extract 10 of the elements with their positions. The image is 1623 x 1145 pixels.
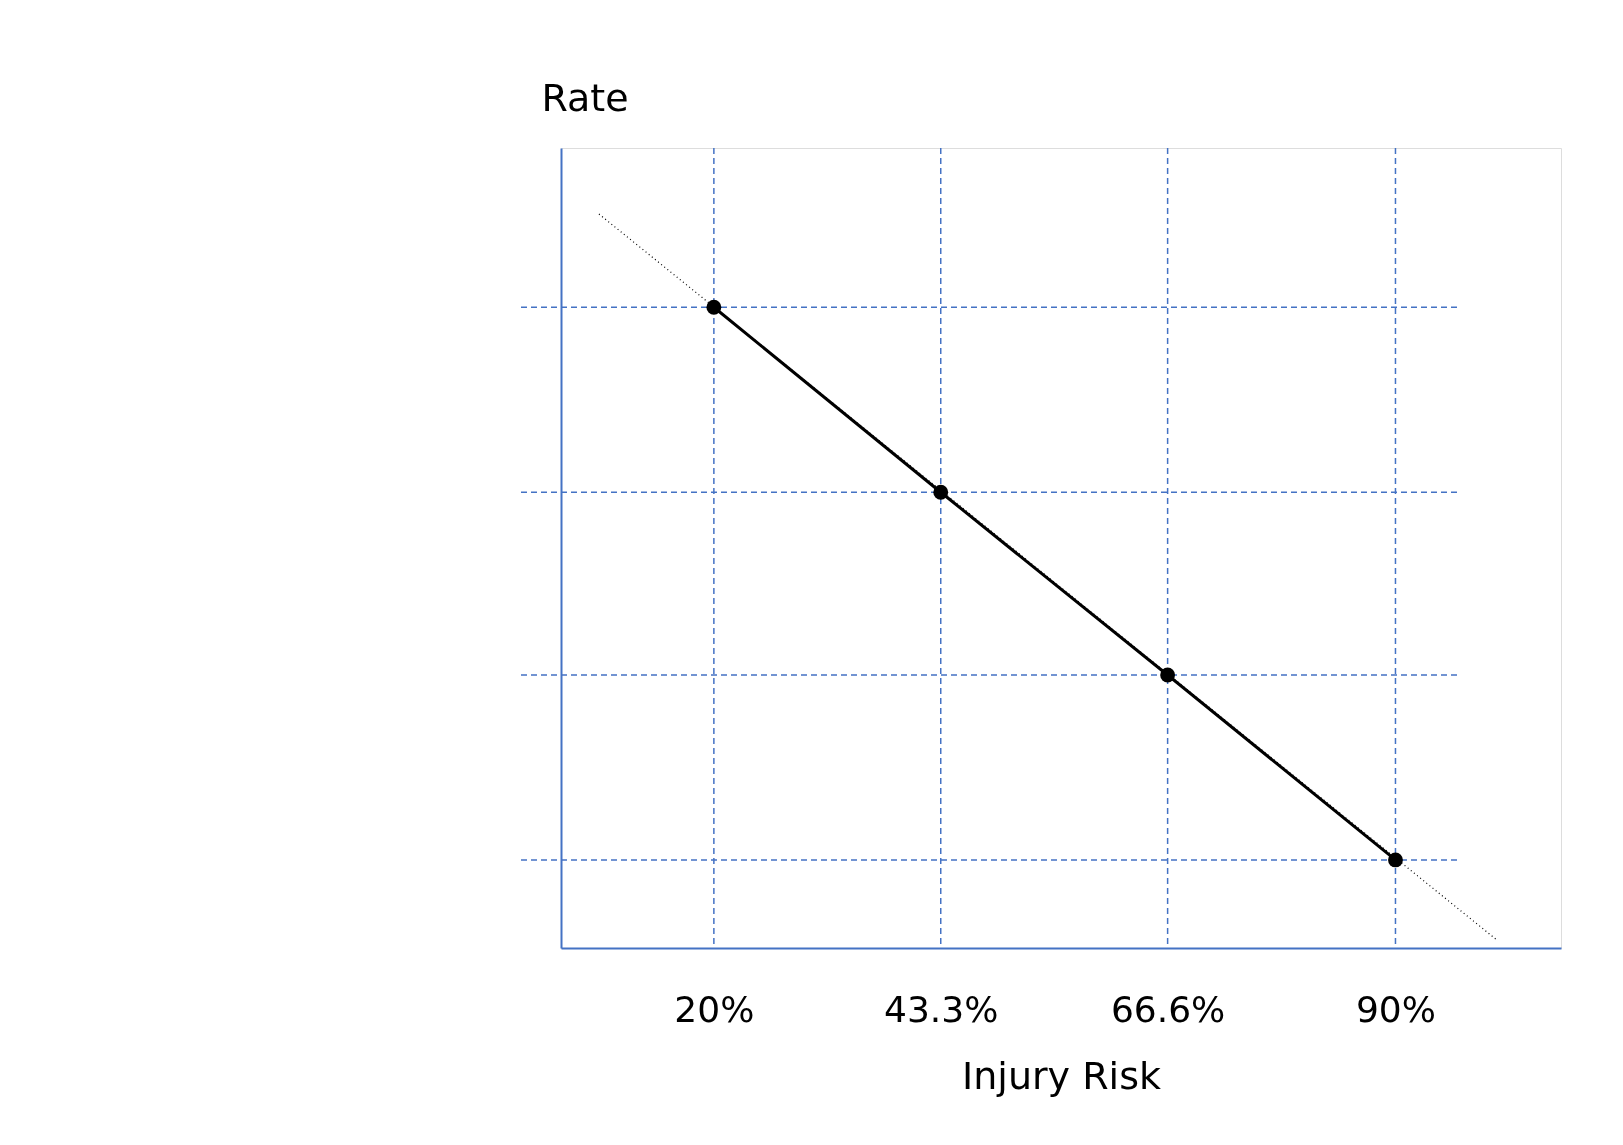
point	[1388, 852, 1403, 868]
point	[706, 299, 722, 315]
point	[1160, 667, 1176, 683]
x-tick-label: 66.6%	[1110, 988, 1226, 1030]
x-tick-label: 20%	[674, 988, 755, 1030]
x-tick-label: 43.3%	[884, 988, 999, 1030]
point	[933, 484, 949, 500]
y-axis-title: Rate	[541, 75, 629, 120]
x-axis-title: Injury Risk	[962, 1053, 1161, 1098]
x-tick-label: 90%	[1355, 988, 1436, 1030]
